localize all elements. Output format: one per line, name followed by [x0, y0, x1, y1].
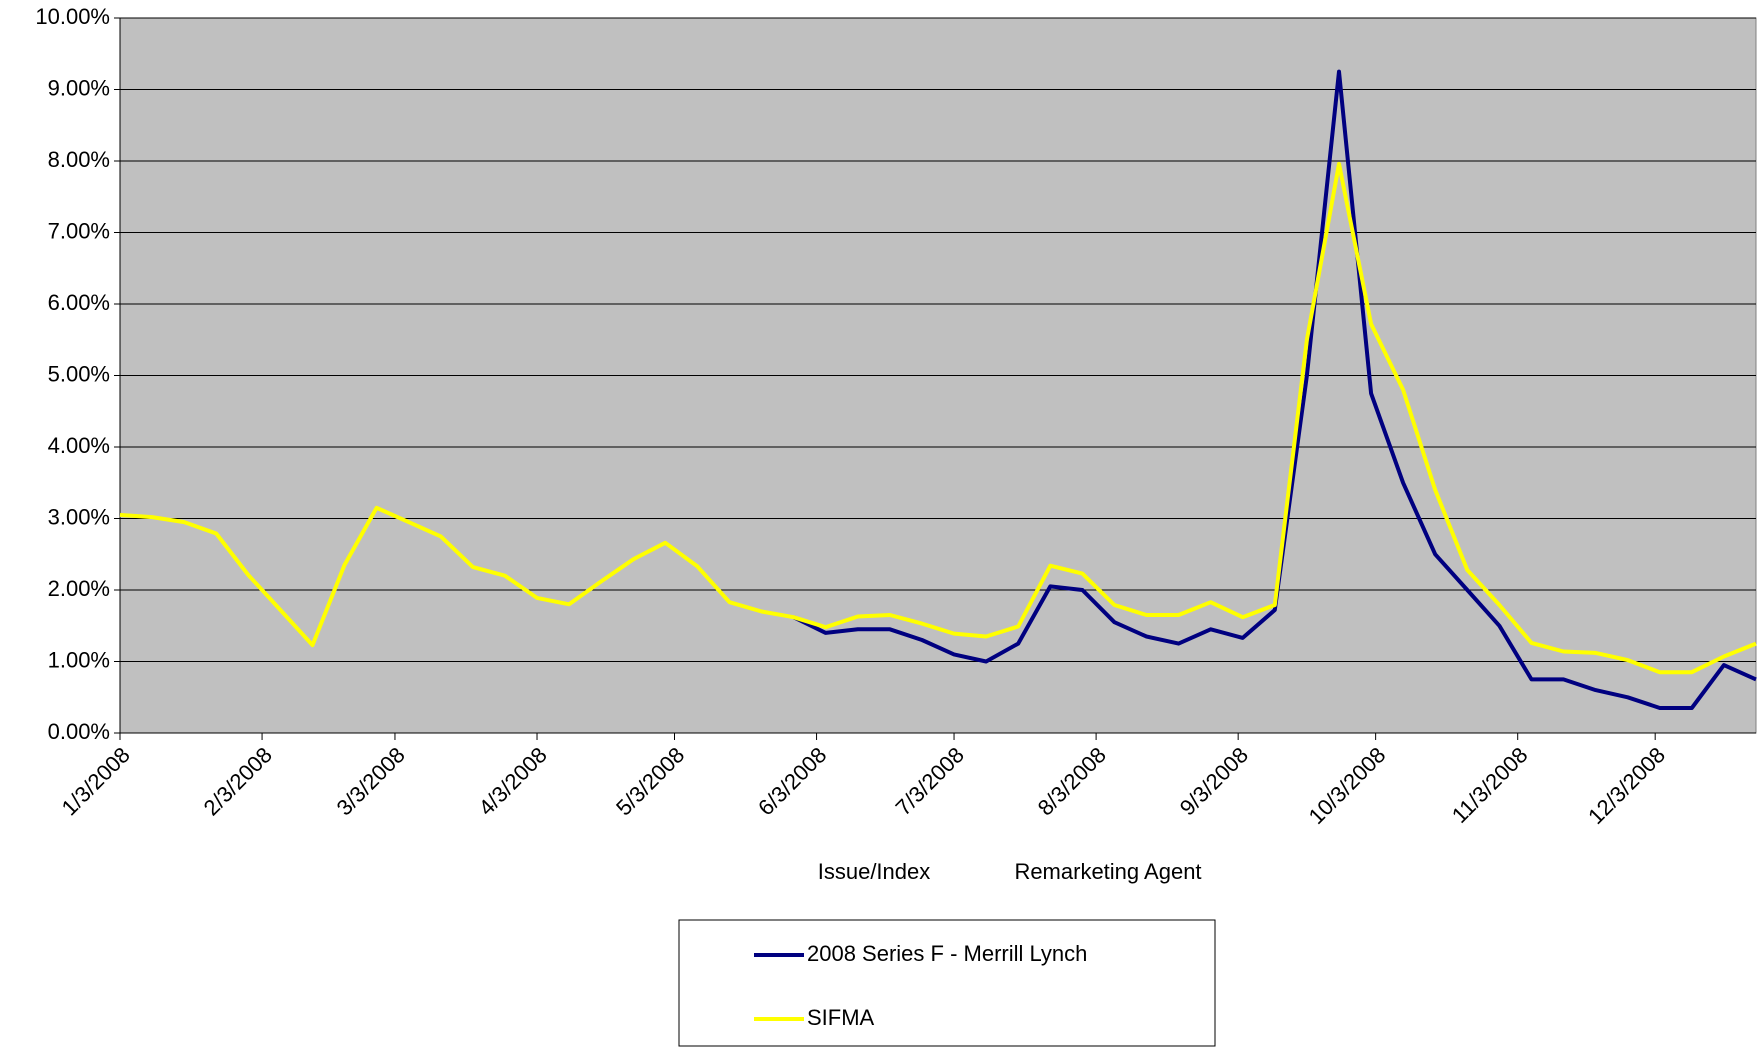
y-tick-label: 5.00%: [48, 361, 110, 386]
y-tick-label: 10.00%: [35, 4, 110, 29]
legend-label: 2008 Series F - Merrill Lynch: [807, 941, 1087, 966]
y-tick-label: 1.00%: [48, 647, 110, 672]
x-tick-label: 3/3/2008: [332, 742, 410, 820]
x-tick-label: 8/3/2008: [1033, 742, 1111, 820]
y-tick-label: 7.00%: [48, 218, 110, 243]
x-tick-label: 11/3/2008: [1447, 742, 1533, 828]
y-tick-label: 9.00%: [48, 75, 110, 100]
x-tick-label: 6/3/2008: [753, 742, 831, 820]
y-tick-label: 6.00%: [48, 290, 110, 315]
series-line: [792, 69, 1757, 710]
x-tick-label: 9/3/2008: [1175, 742, 1253, 820]
x-axis-label: Remarketing Agent: [1014, 859, 1201, 884]
x-tick-label: 2/3/2008: [199, 742, 277, 820]
x-tick-label: 4/3/2008: [474, 742, 552, 820]
legend-label: SIFMA: [807, 1005, 875, 1030]
y-tick-label: 2.00%: [48, 576, 110, 601]
y-tick-label: 3.00%: [48, 504, 110, 529]
x-tick-label: 12/3/2008: [1583, 742, 1670, 829]
x-tick-label: 10/3/2008: [1304, 742, 1391, 829]
x-tick-label: 1/3/2008: [57, 742, 135, 820]
y-tick-label: 8.00%: [48, 147, 110, 172]
legend: [678, 919, 1216, 1047]
x-axis-label: Issue/Index: [818, 859, 931, 884]
y-tick-label: 0.00%: [48, 719, 110, 744]
x-tick-label: 7/3/2008: [891, 742, 969, 820]
x-tick-label: 5/3/2008: [611, 742, 689, 820]
y-tick-label: 4.00%: [48, 433, 110, 458]
series-line: [119, 161, 1757, 675]
